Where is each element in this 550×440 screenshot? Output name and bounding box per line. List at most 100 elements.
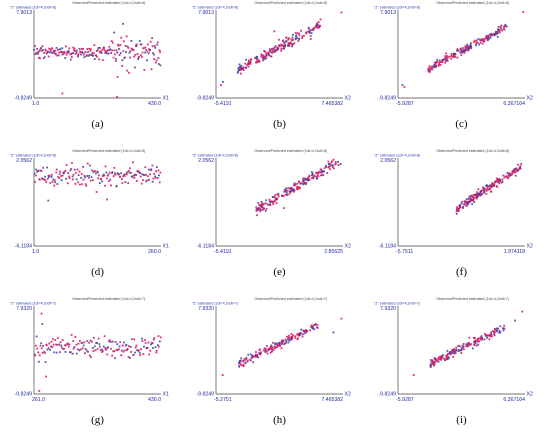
scatter-point xyxy=(142,353,145,355)
scatter-point xyxy=(295,34,298,37)
scatter-point xyxy=(65,177,67,180)
scatter-point xyxy=(111,340,114,343)
scatter-point xyxy=(305,31,307,34)
scatter-point xyxy=(72,46,75,49)
scatter-point xyxy=(493,333,496,336)
scatter-point xyxy=(480,39,483,42)
scatter-point xyxy=(94,349,97,352)
scatter-point xyxy=(126,348,129,350)
scatter-point xyxy=(128,357,131,359)
chart-svg-d: Observed/Predicted estimated (1dt=4,2ndt… xyxy=(10,149,169,255)
scatter-point xyxy=(487,334,490,337)
scatter-point xyxy=(72,347,75,350)
scatter-point xyxy=(323,170,326,173)
scatter-point xyxy=(140,348,142,351)
scatter-point xyxy=(494,32,497,35)
scatter-point xyxy=(101,180,103,183)
scatter-point xyxy=(159,51,161,54)
scatter-point xyxy=(129,167,131,170)
scatter-point xyxy=(135,174,137,176)
scatter-point xyxy=(441,58,444,61)
scatter-point xyxy=(495,327,498,330)
scatter-point xyxy=(158,174,160,177)
scatter-point xyxy=(110,52,113,54)
scatter-point xyxy=(109,178,112,181)
scatter-point xyxy=(103,174,106,177)
scatter-point xyxy=(118,345,121,348)
scatter-point xyxy=(456,48,459,50)
scatter-point xyxy=(270,345,272,348)
scatter-point xyxy=(118,348,120,351)
scatter-point xyxy=(55,171,58,174)
scatter-point xyxy=(274,194,277,197)
scatter-point xyxy=(473,40,475,43)
scatter-point xyxy=(445,59,448,62)
scatter-point xyxy=(151,37,153,40)
scatter-point xyxy=(465,198,468,201)
scatter-point xyxy=(273,49,276,51)
scatter-point xyxy=(152,177,155,180)
scatter-point xyxy=(55,168,58,171)
scatter-point xyxy=(324,164,327,167)
x-tick-label: 1.974118 xyxy=(504,249,525,255)
scatter-point xyxy=(104,347,107,349)
scatter-point xyxy=(256,60,258,63)
scatter-point xyxy=(270,344,273,347)
scatter-point xyxy=(475,41,478,44)
scatter-point xyxy=(297,334,300,337)
scatter-point xyxy=(470,343,473,346)
scatter-point xyxy=(478,340,481,343)
scatter-point xyxy=(269,48,271,51)
panel-caption: (a) xyxy=(91,118,104,130)
scatter-point xyxy=(143,69,146,71)
scatter-point xyxy=(430,360,433,363)
scatter-point xyxy=(290,187,293,189)
scatter-point xyxy=(445,354,448,357)
scatter-point xyxy=(72,52,75,54)
scatter-point xyxy=(111,354,114,357)
scatter-point xyxy=(59,341,62,344)
scatter-point xyxy=(446,354,449,357)
scatter-point xyxy=(116,349,119,352)
scatter-point xyxy=(412,374,415,376)
scatter-point xyxy=(482,187,485,189)
chart-svg-c: Observed/Predicted estimated (1dt=4,2ndt… xyxy=(374,1,533,107)
scatter-point xyxy=(291,45,293,48)
scatter-point xyxy=(237,67,240,70)
scatter-point xyxy=(296,333,299,336)
scatter-point xyxy=(87,54,90,57)
scatter-point xyxy=(491,185,493,187)
scatter-point xyxy=(77,174,80,177)
scatter-point xyxy=(340,11,343,14)
scatter-point xyxy=(478,43,480,46)
scatter-point xyxy=(470,194,473,197)
scatter-point xyxy=(35,344,37,347)
scatter-point xyxy=(49,49,52,52)
scatter-point xyxy=(481,42,484,45)
scatter-points xyxy=(33,312,162,392)
scatter-point xyxy=(159,64,162,67)
scatter-point xyxy=(451,349,453,351)
scatter-point xyxy=(503,25,506,28)
scatter-point xyxy=(265,345,268,347)
scatter-point xyxy=(117,43,119,46)
scatter-point xyxy=(128,171,131,174)
scatter-point xyxy=(489,35,492,38)
scatter-point xyxy=(239,363,242,365)
scatter-point xyxy=(499,325,502,328)
scatter-point xyxy=(463,51,466,54)
panel-caption: (i) xyxy=(456,414,467,426)
scatter-point xyxy=(56,54,59,57)
scatter-point xyxy=(290,338,293,341)
scatter-point xyxy=(486,188,489,191)
scatter-point xyxy=(148,48,150,51)
scatter-point xyxy=(274,45,277,47)
scatter-point xyxy=(282,40,284,43)
scatter-point xyxy=(39,57,41,60)
scatter-point xyxy=(273,30,276,33)
scatter-point xyxy=(507,177,510,180)
scatter-point xyxy=(305,331,308,334)
y-axis-label: "Z" estimated (1dt=4,2ndt=8) xyxy=(10,6,56,10)
scatter-point xyxy=(493,32,496,35)
scatter-point xyxy=(490,190,492,193)
